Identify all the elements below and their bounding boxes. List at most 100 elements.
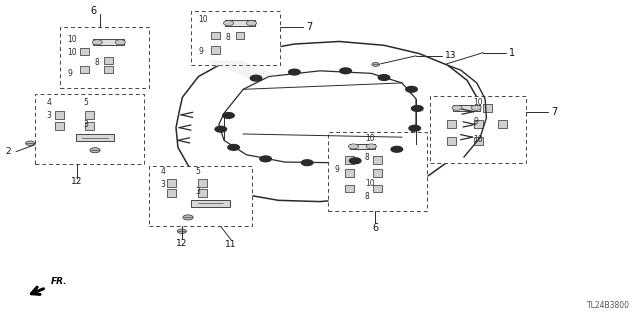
Polygon shape [372,185,381,192]
Polygon shape [211,32,220,40]
Text: 12: 12 [176,239,188,248]
Text: 7: 7 [306,22,312,33]
Polygon shape [85,122,94,130]
Polygon shape [372,156,381,164]
Text: 8: 8 [95,58,99,67]
Polygon shape [54,122,63,130]
Circle shape [412,106,423,111]
Circle shape [378,75,390,80]
Polygon shape [236,32,244,40]
Text: 9: 9 [334,165,339,174]
Polygon shape [104,66,113,73]
Circle shape [223,113,234,118]
Polygon shape [198,179,207,187]
Circle shape [223,20,234,26]
Text: 12: 12 [71,177,82,186]
Text: 9: 9 [198,47,204,56]
Polygon shape [80,66,89,73]
Circle shape [349,158,361,164]
Circle shape [260,156,271,162]
Circle shape [301,160,313,166]
Text: 9: 9 [474,117,479,126]
Text: 5: 5 [83,98,88,107]
Circle shape [452,105,462,110]
Polygon shape [345,185,354,192]
Polygon shape [198,189,207,197]
Polygon shape [349,144,375,149]
Circle shape [409,125,420,131]
Polygon shape [453,105,480,111]
Polygon shape [345,156,354,164]
Circle shape [26,141,35,145]
FancyBboxPatch shape [35,94,144,164]
Circle shape [391,146,403,152]
Text: 8: 8 [226,33,230,42]
Text: TL24B3800: TL24B3800 [588,301,630,310]
Circle shape [372,63,380,66]
Text: 10: 10 [474,135,483,144]
Text: 10: 10 [67,48,77,57]
Polygon shape [93,40,124,45]
Text: 11: 11 [225,240,237,249]
Polygon shape [447,137,456,145]
Polygon shape [498,120,507,128]
Circle shape [250,75,262,81]
Circle shape [177,229,186,234]
Text: 7: 7 [552,108,558,117]
Polygon shape [474,137,483,145]
Text: 8: 8 [365,153,369,162]
Polygon shape [211,46,220,54]
FancyBboxPatch shape [191,11,280,65]
Text: 10: 10 [365,134,374,143]
Text: 10: 10 [67,35,77,44]
Circle shape [406,86,417,92]
FancyBboxPatch shape [60,27,149,88]
Polygon shape [474,120,483,128]
Text: 8: 8 [365,192,369,201]
FancyBboxPatch shape [430,96,526,163]
FancyBboxPatch shape [328,132,427,211]
FancyBboxPatch shape [149,166,252,226]
Text: 10: 10 [365,179,374,188]
Polygon shape [104,57,113,64]
Polygon shape [225,20,255,26]
Circle shape [289,69,300,75]
Circle shape [215,126,227,132]
Text: 5: 5 [195,167,200,176]
Text: 2: 2 [6,147,11,156]
Circle shape [228,145,239,150]
Text: 3: 3 [83,120,88,129]
Text: 6: 6 [372,223,378,233]
Polygon shape [483,104,492,112]
Text: 9: 9 [67,69,72,78]
Polygon shape [191,200,230,207]
Text: 6: 6 [90,6,97,16]
Text: 1: 1 [509,48,515,58]
Polygon shape [76,134,115,141]
Circle shape [183,215,193,220]
Polygon shape [167,189,176,197]
Text: 4: 4 [47,98,52,107]
Text: 3: 3 [161,180,166,189]
Text: 4: 4 [161,167,166,176]
Circle shape [90,148,100,153]
Polygon shape [345,169,354,177]
Polygon shape [54,111,63,119]
Circle shape [348,144,358,149]
Polygon shape [372,169,381,177]
Circle shape [340,68,351,74]
Text: 3: 3 [195,188,200,197]
Circle shape [115,40,125,45]
Polygon shape [85,111,94,119]
Polygon shape [167,179,176,187]
Text: 10: 10 [198,15,208,24]
Circle shape [366,144,376,149]
Text: 3: 3 [47,111,52,120]
Text: 13: 13 [445,51,456,60]
Circle shape [92,40,102,45]
Polygon shape [447,120,456,128]
Text: 10: 10 [474,98,483,107]
Circle shape [471,105,481,110]
Text: FR.: FR. [51,278,68,286]
Polygon shape [80,48,89,55]
